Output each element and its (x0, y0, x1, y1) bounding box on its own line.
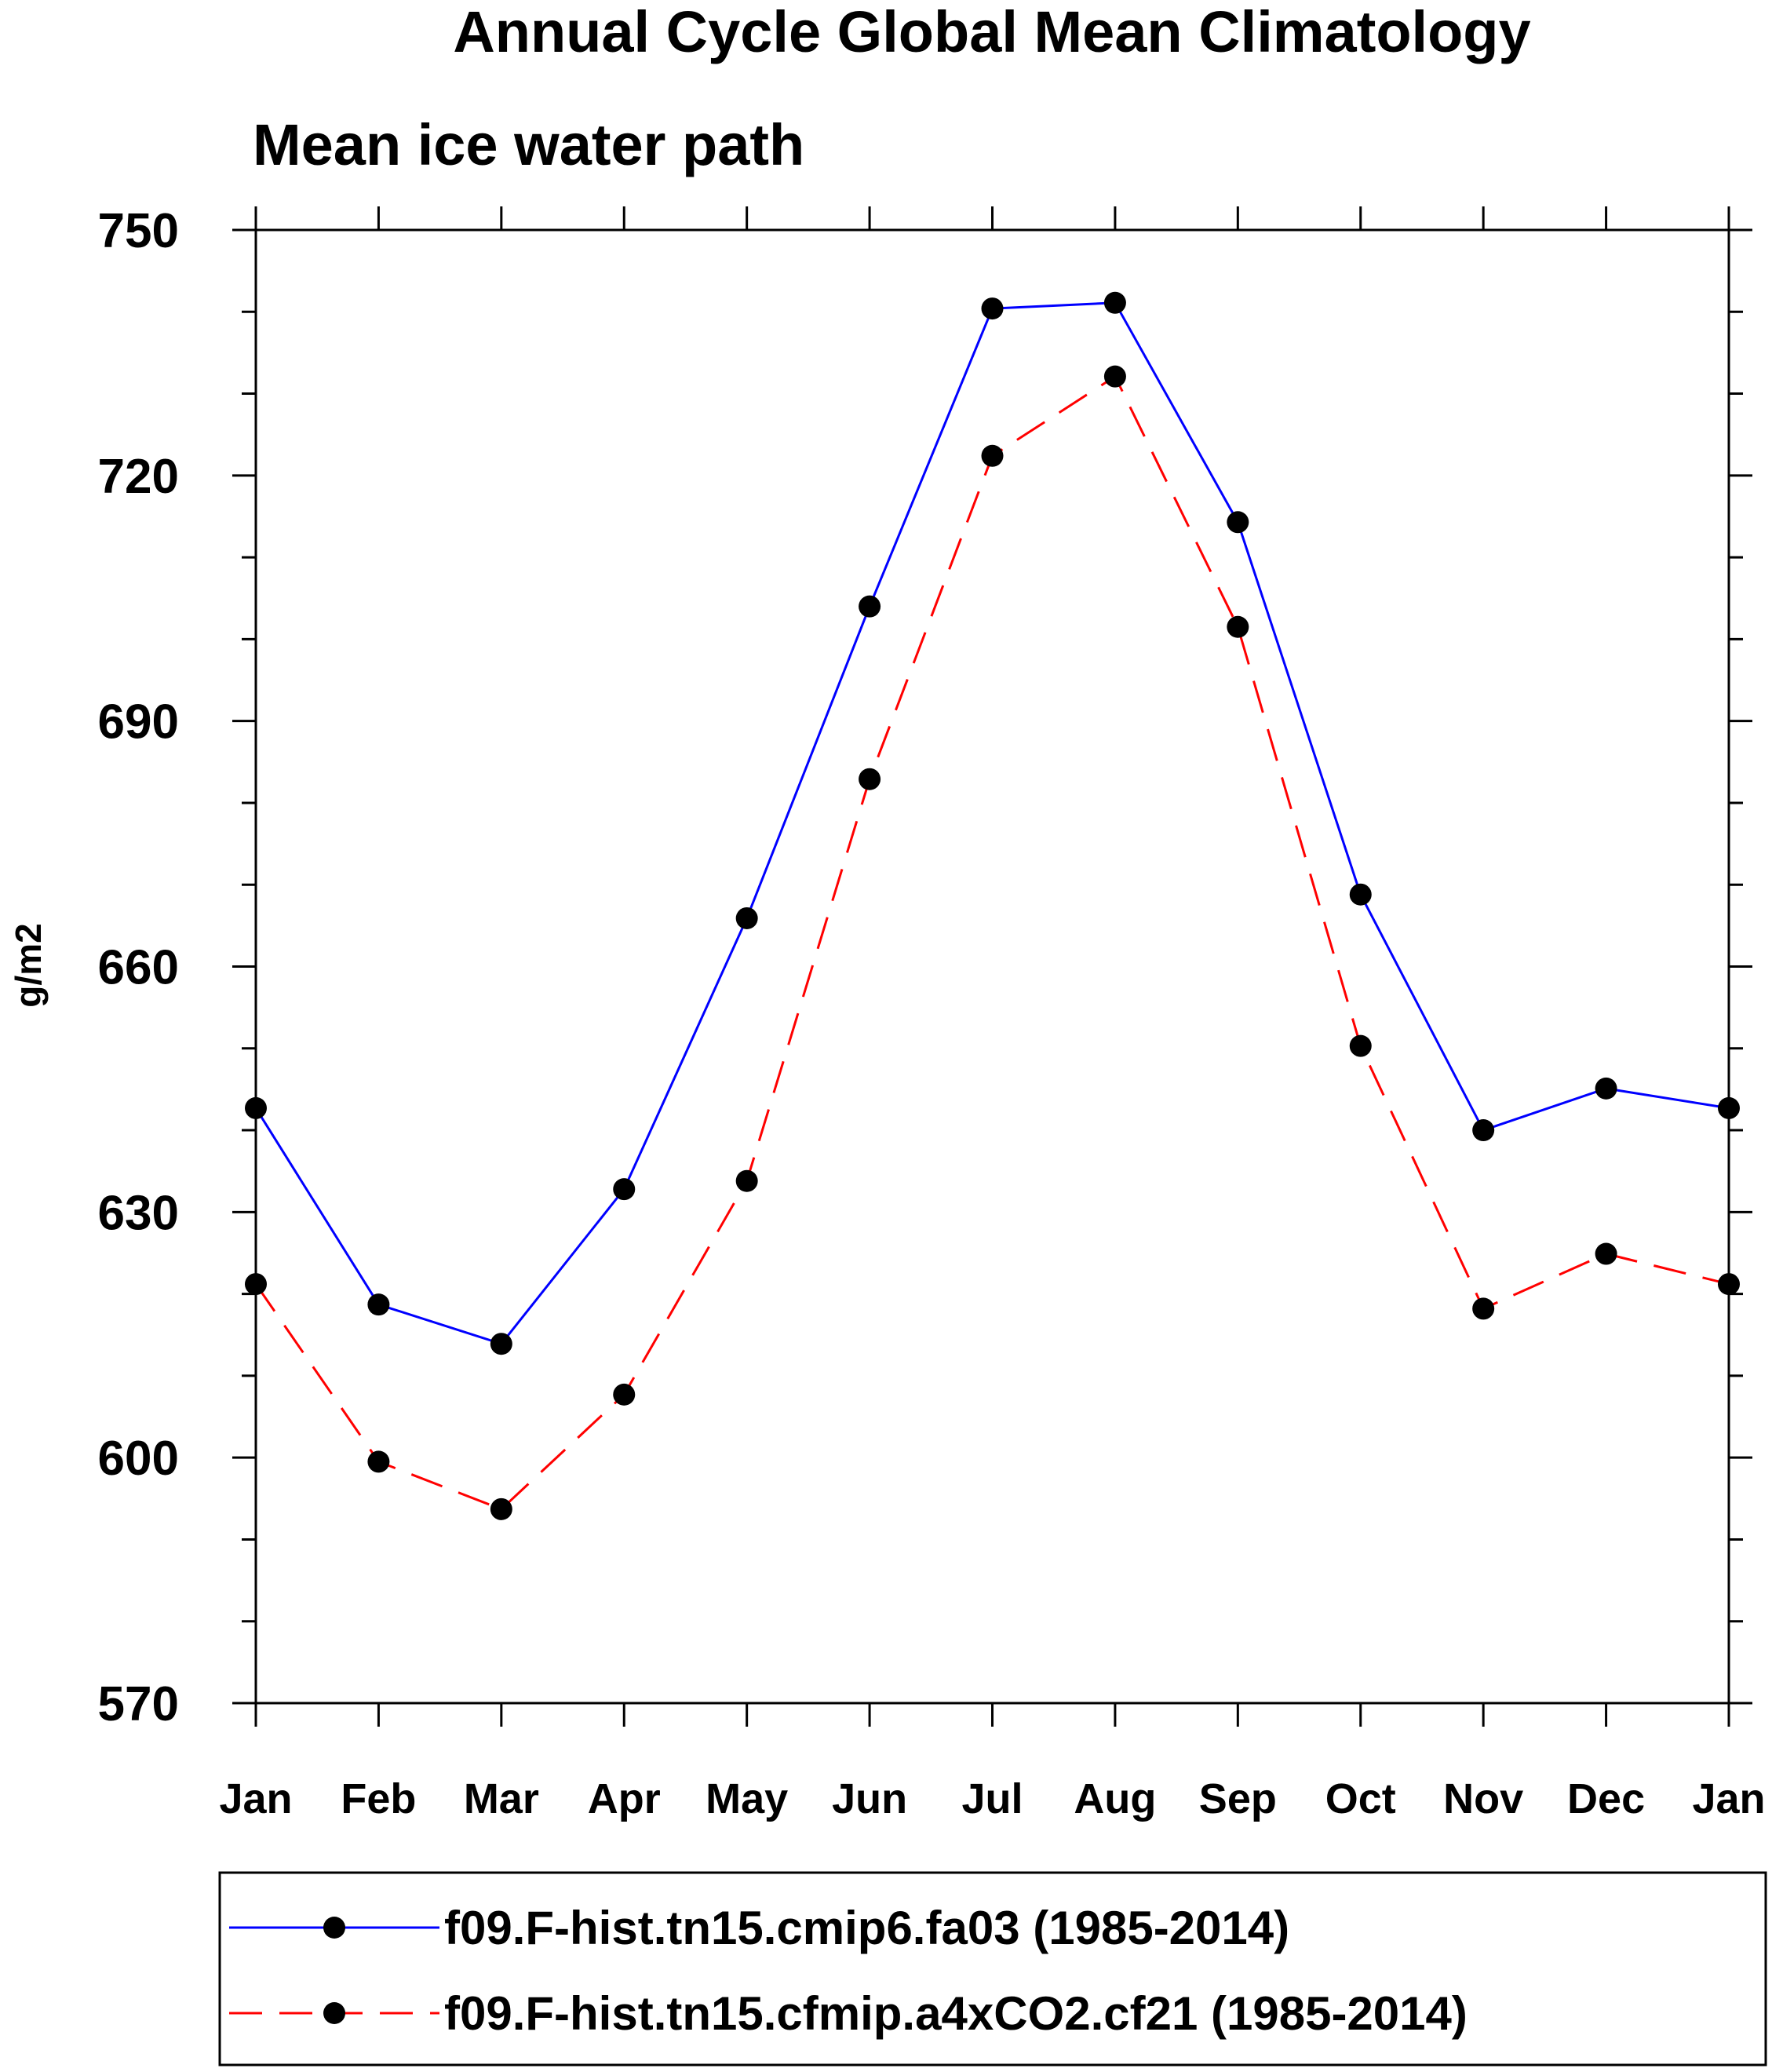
x-tick-label: Sep (1199, 1775, 1277, 1822)
x-tick-label: Jan (1692, 1775, 1765, 1822)
legend-marker (323, 2002, 345, 2024)
y-tick-label: 630 (98, 1186, 179, 1240)
x-tick-label: Nov (1443, 1775, 1523, 1822)
series-1 (245, 291, 1740, 1355)
legend-marker (323, 1917, 345, 1939)
data-point (1227, 511, 1249, 534)
y-axis-label: g/m2 (8, 923, 49, 1007)
legend-box (218, 1871, 1767, 2067)
x-tick-label: Feb (341, 1775, 416, 1822)
data-point (981, 297, 1004, 320)
data-point (1103, 291, 1126, 314)
data-point (490, 1333, 512, 1355)
data-point (859, 595, 881, 618)
legend-item-1: f09.F-hist.tn15.cmip6.fa03 (1985-2014) (229, 1902, 1289, 1954)
x-tick-label: Jul (961, 1775, 1023, 1822)
data-point (981, 444, 1004, 467)
data-point (1718, 1096, 1740, 1119)
data-point (367, 1450, 390, 1473)
data-point (1103, 365, 1126, 388)
y-tick-label: 720 (98, 450, 179, 504)
legend-label: f09.F-hist.tn15.cmip6.fa03 (1985-2014) (444, 1902, 1289, 1954)
data-point (735, 1169, 758, 1192)
x-tick-label: May (706, 1775, 788, 1822)
y-tick-label: 570 (98, 1677, 179, 1731)
x-tick-label: Jan (219, 1775, 292, 1822)
y-tick-label: 750 (98, 204, 179, 258)
x-tick-label: Oct (1325, 1775, 1396, 1822)
x-tick-label: Dec (1567, 1775, 1645, 1822)
data-point (735, 906, 758, 929)
data-point (1718, 1273, 1740, 1296)
y-tick-label: 660 (98, 941, 179, 995)
data-point (245, 1096, 267, 1119)
data-point (1472, 1297, 1495, 1320)
data-point (1227, 615, 1249, 638)
axes: 570 600 630 660 690 720 750 Jan Feb Mar Apr May Jun J… (98, 204, 1766, 1822)
legend-item-2: f09.F-hist.tn15.cfmip.a4xCO2.cf21 (1985-… (229, 1987, 1468, 2040)
data-point (613, 1383, 636, 1406)
y-tick-label: 690 (98, 695, 179, 750)
series-line (254, 375, 1730, 1511)
chart-title: Annual Cycle Global Mean Climatology (453, 0, 1530, 64)
data-point (1472, 1119, 1495, 1142)
data-point (1595, 1077, 1617, 1100)
data-point (1595, 1242, 1617, 1265)
data-point (245, 1273, 267, 1296)
series-layer (245, 291, 1740, 1520)
legend-label: f09.F-hist.tn15.cfmip.a4xCO2.cf21 (1985-… (444, 1987, 1468, 2040)
data-point (367, 1293, 390, 1316)
y-tick-label: 600 (98, 1432, 179, 1486)
x-tick-label: Jun (832, 1775, 907, 1822)
data-point (490, 1497, 512, 1520)
x-tick-label: Aug (1074, 1775, 1156, 1822)
x-tick-label: Mar (464, 1775, 539, 1822)
data-point (613, 1178, 636, 1201)
x-tick-label: Apr (588, 1775, 661, 1822)
data-point (1349, 1034, 1372, 1057)
data-point (859, 768, 881, 790)
data-point (1349, 883, 1372, 906)
series-2 (245, 365, 1740, 1520)
chart-subtitle: Mean ice water path (253, 112, 804, 177)
legend: f09.F-hist.tn15.cmip6.fa03 (1985-2014) f0… (229, 1902, 1468, 2040)
